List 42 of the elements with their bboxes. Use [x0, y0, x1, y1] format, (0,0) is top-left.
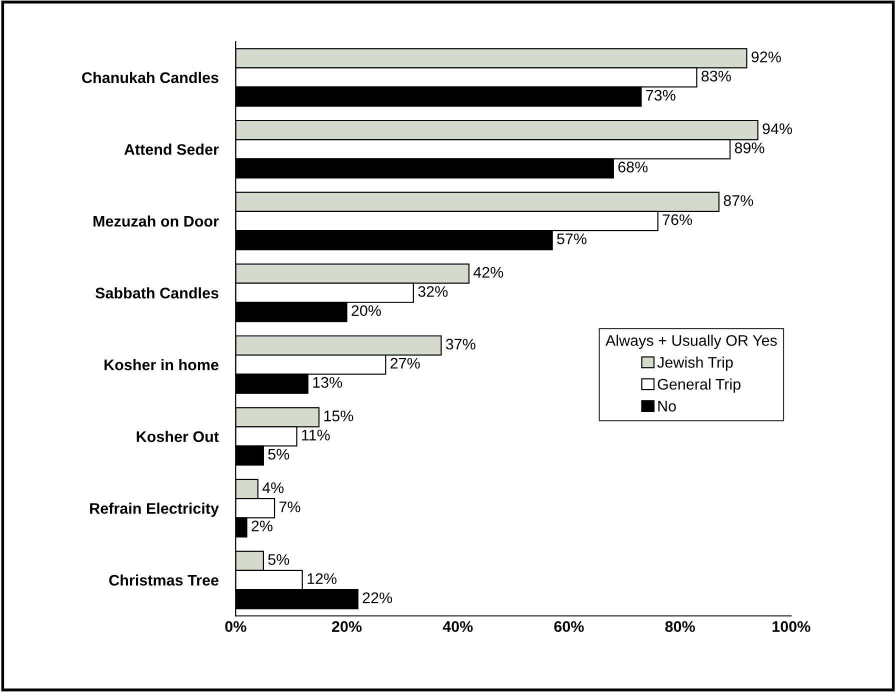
data-label: 22% — [362, 592, 392, 604]
data-label: 57% — [557, 234, 586, 244]
data-label: 27% — [390, 358, 420, 369]
legend-label: No — [658, 400, 676, 412]
data-label: 68% — [618, 162, 648, 172]
data-label: 13% — [313, 377, 342, 388]
x-tick-label: 20% — [332, 621, 362, 632]
y-tick-label: Christmas Tree — [109, 574, 218, 586]
data-label: 12% — [308, 573, 337, 584]
legend-label: General Trip — [658, 378, 740, 393]
y-tick-label: Kosher in home — [104, 359, 218, 370]
y-tick-label: Sabbath Candles — [95, 287, 218, 298]
data-label: 15% — [324, 410, 354, 422]
x-tick-label: 0% — [225, 621, 246, 632]
x-tick-label: 60% — [554, 621, 584, 632]
data-label: 89% — [734, 142, 764, 154]
data-label: 4% — [262, 482, 284, 494]
legend-label: Jewish Trip — [657, 356, 733, 371]
x-tick-label: 80% — [665, 621, 695, 632]
data-label: 7% — [279, 502, 300, 512]
y-tick-label: Mezuzah on Door — [94, 215, 219, 227]
data-label: 32% — [418, 286, 448, 297]
data-label: 5% — [268, 554, 290, 565]
y-tick-label: Kosher Out — [136, 430, 219, 442]
y-tick-label: Chanukah Candles — [82, 72, 218, 84]
y-tick-label: Refrain Electricity — [90, 502, 219, 517]
legend-title: Always + Usually OR Yes — [605, 334, 777, 349]
data-label: 5% — [268, 448, 290, 460]
data-label: 87% — [724, 195, 754, 206]
data-label: 92% — [752, 52, 781, 62]
data-label: 2% — [252, 520, 272, 532]
data-label: 94% — [762, 123, 792, 134]
x-tick-label: 40% — [442, 621, 473, 632]
y-tick-label: Attend Seder — [124, 144, 219, 155]
data-label: 76% — [662, 214, 692, 226]
data-label: 42% — [473, 266, 504, 278]
data-label: 83% — [702, 70, 731, 82]
data-label: 37% — [446, 338, 476, 350]
data-label: 11% — [302, 430, 330, 440]
data-label: 20% — [352, 305, 381, 316]
data-label: 73% — [646, 90, 676, 101]
x-tick-label: 100% — [772, 621, 810, 632]
